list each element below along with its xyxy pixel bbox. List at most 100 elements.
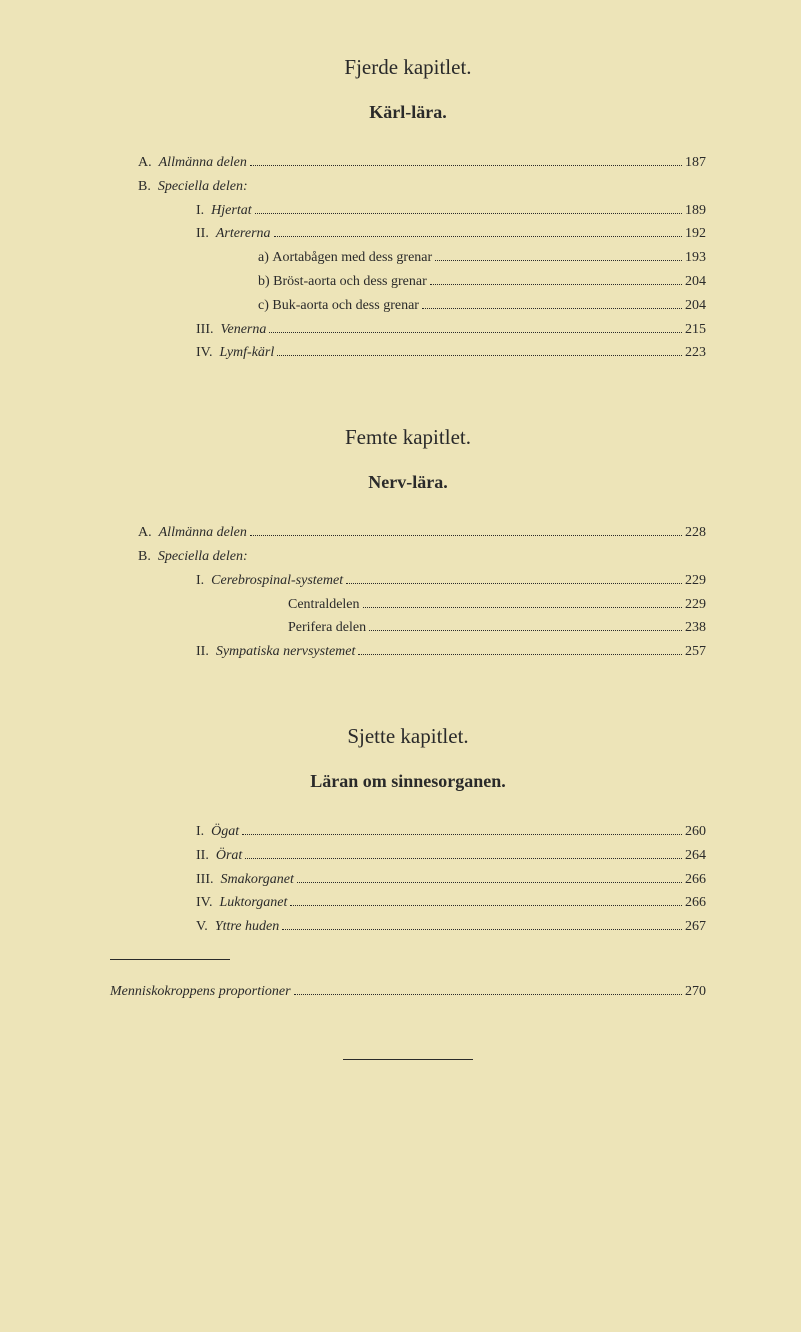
entry-label: B. xyxy=(138,545,158,569)
entry-label: c) xyxy=(258,294,272,318)
toc-entry: V. Yttre huden 267 xyxy=(110,915,706,939)
toc-entry: II. Artererna192 xyxy=(110,222,706,246)
entry-text: Luktorganet xyxy=(219,891,287,915)
toc-entry: III. Smakorganet 266 xyxy=(110,868,706,892)
entry-page: 229 xyxy=(685,569,706,593)
appendix-text: Menniskokroppens proportioner xyxy=(110,980,291,1004)
leader-dots xyxy=(274,236,682,237)
toc-entry: I. Cerebrospinal-systemet 229 xyxy=(110,569,706,593)
toc-entry: II. Örat264 xyxy=(110,844,706,868)
chapter-5-title: Femte kapitlet. xyxy=(110,425,706,450)
entry-text: Centraldelen xyxy=(288,593,360,617)
entry-label: IV. xyxy=(196,891,219,915)
toc-entry: III. Venerna 215 xyxy=(110,318,706,342)
leader-dots xyxy=(250,535,682,536)
entry-label: b) xyxy=(258,270,273,294)
chapter-5-section: Nerv-lära. xyxy=(110,472,706,493)
toc-entry: A. Allmänna delen 187 xyxy=(110,151,706,175)
entry-text: Hjertat xyxy=(211,199,251,223)
leader-dots xyxy=(242,834,682,835)
leader-dots xyxy=(277,355,682,356)
leader-dots xyxy=(430,284,682,285)
toc-entry: IV. Luktorganet 266 xyxy=(110,891,706,915)
entry-page: 187 xyxy=(685,151,706,175)
leader-dots xyxy=(369,630,682,631)
leader-dots xyxy=(250,165,682,166)
entry-text: Yttre huden xyxy=(215,915,279,939)
entry-page: 204 xyxy=(685,294,706,318)
toc-entry: I. Hjertat 189 xyxy=(110,199,706,223)
entry-label: A. xyxy=(138,151,159,175)
chapter-5: Femte kapitlet. Nerv-lära. A. Allmänna d… xyxy=(110,425,706,664)
leader-dots xyxy=(282,929,682,930)
chapter-4-section: Kärl-lära. xyxy=(110,102,706,123)
toc-entry: B. Speciella delen: xyxy=(110,545,706,569)
entry-text: Speciella delen: xyxy=(158,175,248,199)
entry-page: 257 xyxy=(685,640,706,664)
entry-label: A. xyxy=(138,521,159,545)
entry-page: 238 xyxy=(685,616,706,640)
entry-text: Artererna xyxy=(216,222,271,246)
entry-label: V. xyxy=(196,915,215,939)
entry-text: Perifera delen xyxy=(288,616,366,640)
toc-entry: c) Buk-aorta och dess grenar 204 xyxy=(110,294,706,318)
leader-dots xyxy=(422,308,682,309)
leader-dots xyxy=(435,260,682,261)
entry-page: 215 xyxy=(685,318,706,342)
entry-label: IV. xyxy=(196,341,219,365)
entry-text: Venerna xyxy=(221,318,267,342)
chapter-4-entries: A. Allmänna delen187B. Speciella delen:I… xyxy=(110,151,706,365)
toc-entry: A. Allmänna delen228 xyxy=(110,521,706,545)
leader-dots xyxy=(297,882,682,883)
leader-dots xyxy=(290,905,682,906)
entry-text: Smakorganet xyxy=(221,868,294,892)
chapter-6: Sjette kapitlet. Läran om sinnesorganen.… xyxy=(110,724,706,939)
leader-dots xyxy=(358,654,682,655)
entry-page: 267 xyxy=(685,915,706,939)
entry-page: 264 xyxy=(685,844,706,868)
chapter-6-section: Läran om sinnesorganen. xyxy=(110,771,706,792)
leader-dots xyxy=(255,213,682,214)
entry-page: 204 xyxy=(685,270,706,294)
appendix-page: 270 xyxy=(685,980,706,1004)
entry-label: a) xyxy=(258,246,272,270)
chapter-6-entries: I. Ögat 260II. Örat264III. Smakorganet 266… xyxy=(110,820,706,939)
chapter-4: Fjerde kapitlet. Kärl-lära. A. Allmänna … xyxy=(110,55,706,365)
entry-label: I. xyxy=(196,569,211,593)
toc-entry: IV. Lymf-kärl 223 xyxy=(110,341,706,365)
toc-entry: II. Sympatiska nervsystemet257 xyxy=(110,640,706,664)
entry-text: Cerebrospinal-systemet xyxy=(211,569,343,593)
entry-label: II. xyxy=(196,844,216,868)
entry-label: III. xyxy=(196,868,221,892)
entry-page: 266 xyxy=(685,868,706,892)
entry-text: Lymf-kärl xyxy=(219,341,274,365)
entry-text: Buk-aorta och dess grenar xyxy=(272,294,419,318)
separator-rule xyxy=(110,959,230,960)
entry-page: 192 xyxy=(685,222,706,246)
entry-page: 229 xyxy=(685,593,706,617)
leader-dots xyxy=(269,332,682,333)
entry-text: Allmänna delen xyxy=(159,151,247,175)
toc-entry: Perifera delen 238 xyxy=(110,616,706,640)
toc-entry: B. Speciella delen: xyxy=(110,175,706,199)
entry-text: Aortabågen med dess grenar xyxy=(272,246,432,270)
entry-text: Speciella delen: xyxy=(158,545,248,569)
entry-text: Bröst-aorta och dess grenar xyxy=(273,270,427,294)
entry-label: I. xyxy=(196,820,211,844)
entry-label: II. xyxy=(196,640,216,664)
toc-entry: b) Bröst-aorta och dess grenar 204 xyxy=(110,270,706,294)
appendix-entry: Menniskokroppens proportioner 270 xyxy=(110,980,706,1004)
entry-label: III. xyxy=(196,318,221,342)
entry-page: 228 xyxy=(685,521,706,545)
entry-page: 193 xyxy=(685,246,706,270)
entry-page: 266 xyxy=(685,891,706,915)
entry-text: Ögat xyxy=(211,820,239,844)
entry-page: 223 xyxy=(685,341,706,365)
leader-dots xyxy=(363,607,682,608)
leader-dots xyxy=(346,583,682,584)
entry-page: 260 xyxy=(685,820,706,844)
chapter-4-title: Fjerde kapitlet. xyxy=(110,55,706,80)
entry-page: 189 xyxy=(685,199,706,223)
entry-label: I. xyxy=(196,199,211,223)
toc-entry: Centraldelen 229 xyxy=(110,593,706,617)
